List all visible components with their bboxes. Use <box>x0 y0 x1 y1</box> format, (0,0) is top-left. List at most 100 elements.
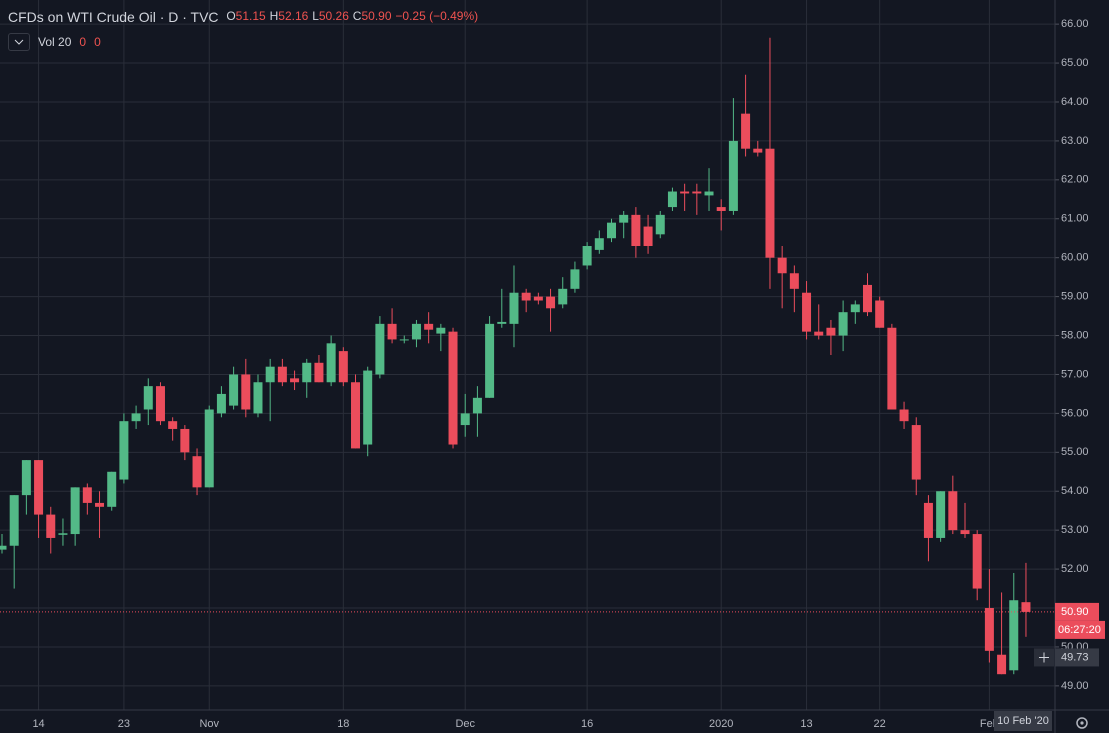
candle-body <box>546 296 556 309</box>
y-tick-label: 58.00 <box>1061 329 1089 341</box>
high-key: H <box>269 9 279 23</box>
close-value: 50.90 <box>361 9 392 23</box>
y-tick-label: 63.00 <box>1061 135 1089 147</box>
y-tick-label: 53.00 <box>1061 524 1089 536</box>
candle-body <box>948 491 958 531</box>
candle-body <box>472 397 482 414</box>
candle-body <box>838 312 848 336</box>
candle-body <box>351 382 361 449</box>
candle-body <box>302 362 312 383</box>
candle-body <box>265 366 275 383</box>
low-key: L <box>312 9 319 23</box>
x-tick-label: 23 <box>118 718 130 730</box>
candle-body <box>9 495 19 546</box>
candle-body <box>436 327 446 334</box>
date-tag <box>994 711 1052 731</box>
candle-body <box>338 351 348 383</box>
candle-body <box>607 222 616 239</box>
candle-body <box>972 534 982 589</box>
open-key: O <box>226 9 236 23</box>
candle-body <box>680 191 690 194</box>
candle-body <box>570 269 580 289</box>
low-value: 50.26 <box>318 9 349 23</box>
high-value: 52.16 <box>278 9 309 23</box>
x-tick-label: 13 <box>800 718 812 730</box>
candle-body <box>363 370 373 445</box>
candle-body <box>46 514 56 538</box>
close-key: C <box>352 9 362 23</box>
candle-body <box>899 409 909 422</box>
candle-body <box>21 460 31 496</box>
candle-body <box>192 456 202 488</box>
add-button[interactable] <box>1034 648 1054 667</box>
y-tick-label: 49.00 <box>1061 680 1089 692</box>
candle-body <box>277 366 287 383</box>
crosshair-label: 49.73 <box>1061 651 1089 663</box>
candle-body <box>558 288 568 305</box>
candle-body <box>290 378 300 383</box>
candle-body <box>387 323 397 340</box>
gear-icon <box>1080 721 1084 725</box>
candle-body <box>448 331 458 445</box>
candle-body <box>802 292 812 332</box>
x-tick-label: 16 <box>581 718 593 730</box>
candle-body <box>667 191 677 208</box>
candle-body <box>862 284 872 313</box>
candle-body <box>34 460 44 515</box>
symbol-title[interactable]: CFDs on WTI Crude Oil · D · TVC <box>8 9 219 25</box>
candle-body <box>887 327 897 410</box>
candle-body <box>497 321 507 324</box>
y-tick-label: 61.00 <box>1061 213 1089 225</box>
collapse-button[interactable] <box>8 33 30 51</box>
settings-button[interactable] <box>1076 717 1088 729</box>
candle-body <box>692 191 702 194</box>
candle-body <box>131 413 141 422</box>
add-icon <box>1039 652 1049 663</box>
y-tick-label: 64.00 <box>1061 96 1089 108</box>
volume-label[interactable]: Vol 20 <box>38 35 72 49</box>
candle-body <box>936 491 946 538</box>
legend: CFDs on WTI Crude Oil · D · TVC O 51.15 H… <box>8 9 478 25</box>
candle-body <box>241 374 251 410</box>
candle-body <box>1021 602 1031 612</box>
candle-body <box>424 323 434 330</box>
price-tag <box>1055 602 1099 621</box>
candle-body <box>619 214 629 223</box>
candle-body <box>399 339 409 341</box>
countdown-tag <box>1055 620 1105 639</box>
candle-body <box>631 214 641 247</box>
x-tick-label: 22 <box>874 718 886 730</box>
y-tick-label: 57.00 <box>1061 368 1089 380</box>
candle-body <box>314 362 324 383</box>
candle-body <box>753 148 763 153</box>
candle-body <box>509 292 519 324</box>
volume-value: 0 <box>79 35 87 49</box>
candle-body <box>533 296 543 301</box>
y-tick-label: 65.00 <box>1061 57 1089 69</box>
candle-body <box>216 393 226 414</box>
candle-body <box>168 421 178 429</box>
candle-body <box>155 386 165 422</box>
gear-icon <box>1076 717 1088 729</box>
candle-body <box>716 207 726 211</box>
date-tag-label: 10 Feb '20 <box>997 715 1049 727</box>
x-tick-label: 2020 <box>709 718 733 730</box>
crosshair-tag <box>1055 648 1099 667</box>
y-tick-label: 52.00 <box>1061 563 1089 575</box>
open-value: 51.15 <box>235 9 266 23</box>
candle-body <box>375 323 385 375</box>
change-value: −0.25 (−0.49%) <box>395 9 479 23</box>
candle-body <box>984 608 994 651</box>
candle-body <box>253 382 263 414</box>
candle-body <box>95 502 105 507</box>
candle-body <box>728 140 738 211</box>
candle-body <box>960 530 970 535</box>
y-tick-label: 66.00 <box>1061 18 1089 30</box>
candle-body <box>1009 600 1019 671</box>
y-tick-label: 60.00 <box>1061 252 1089 264</box>
candle-body <box>485 323 495 398</box>
candle-body <box>765 148 775 258</box>
candle-body <box>741 113 751 149</box>
